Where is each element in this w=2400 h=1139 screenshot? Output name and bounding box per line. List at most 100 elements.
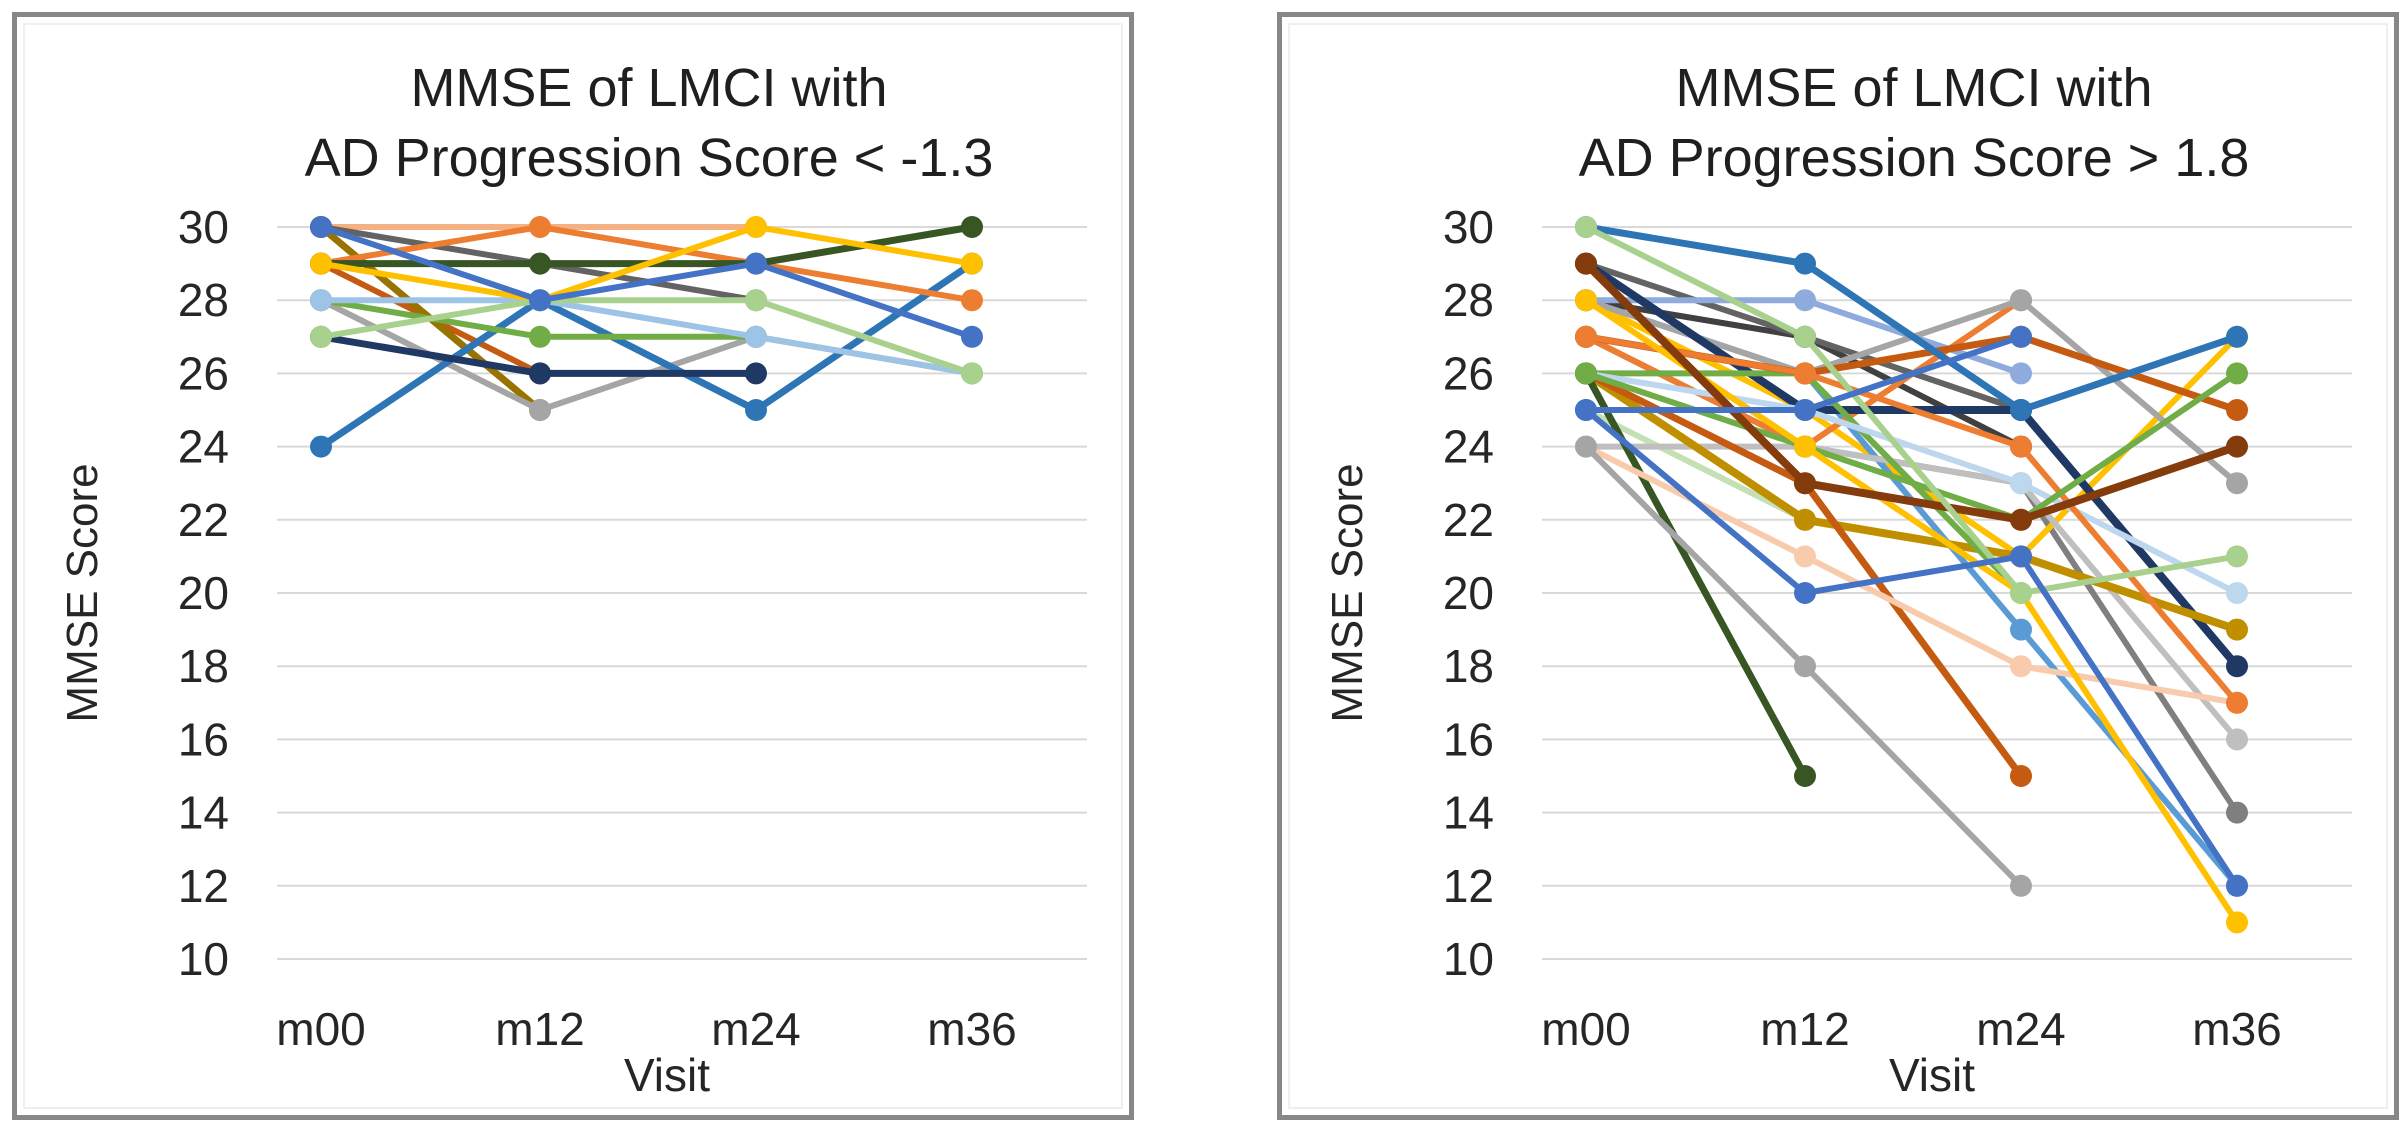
series-line-patient-14 (318, 224, 975, 340)
series-line-patient-41 (1583, 407, 2240, 889)
data-point-patient-35 (2226, 362, 2248, 385)
y-tick-label-12: 12 (178, 860, 229, 912)
y-tick-label-24: 24 (1443, 421, 1494, 473)
y-tick-label-28: 28 (1443, 274, 1494, 326)
data-point-patient-09 (529, 325, 551, 348)
series-line-patient-10 (318, 297, 975, 377)
data-point-patient-14 (529, 289, 551, 312)
chart-title-line1: MMSE of LMCI with (1675, 58, 2153, 118)
y-tick-label-22: 22 (178, 494, 229, 546)
data-point-patient-39 (1794, 325, 1816, 348)
series-line-patient-04 (318, 297, 759, 413)
series-line-patient-28 (1583, 370, 2240, 596)
data-point-patient-14 (745, 252, 767, 275)
data-point-patient-38 (2226, 325, 2248, 348)
y-tick-label-10: 10 (178, 933, 229, 985)
chart-title-line1: MMSE of LMCI with (410, 58, 888, 118)
data-point-patient-04 (529, 399, 551, 421)
data-point-patient-08 (961, 289, 983, 312)
data-point-patient-29 (2226, 399, 2248, 421)
data-point-patient-13 (961, 362, 983, 385)
data-point-patient-37 (1575, 252, 1597, 275)
data-point-patient-37 (2226, 435, 2248, 458)
y-tick-label-22: 22 (1443, 494, 1494, 546)
x-axis-title: Visit (624, 1049, 710, 1101)
data-point-patient-14 (310, 216, 332, 238)
data-point-patient-08 (529, 216, 551, 238)
chart-title-right: MMSE of LMCI with AD Progression Score >… (1452, 53, 2376, 193)
chart-panel-right: MMSE of LMCI with AD Progression Score >… (1277, 12, 2399, 1120)
data-point-patient-07 (529, 362, 551, 385)
data-point-patient-23 (2226, 728, 2248, 751)
y-tick-label-26: 26 (178, 347, 229, 399)
data-point-patient-10 (745, 325, 767, 348)
data-point-patient-28 (2226, 582, 2248, 604)
data-point-patient-40 (2010, 325, 2032, 348)
data-point-patient-06 (310, 435, 332, 458)
data-point-patient-12 (961, 252, 983, 275)
series-line-patient-26 (1582, 369, 2241, 634)
series-line-patient-22 (1583, 407, 1808, 523)
chart-panel-left: MMSE of LMCI with AD Progression Score <… (12, 12, 1134, 1120)
data-point-patient-24 (2010, 289, 2032, 312)
data-point-patient-36 (2226, 911, 2248, 934)
y-tick-label-12: 12 (1443, 860, 1494, 912)
data-point-patient-13 (310, 325, 332, 348)
series-line-patient-39 (1583, 224, 2240, 596)
chart-title-line2: AD Progression Score < -1.3 (304, 128, 994, 188)
y-tick-label-18: 18 (178, 640, 229, 692)
data-point-patient-10 (310, 289, 332, 312)
series-line-patient-37 (1582, 259, 2241, 524)
data-point-patient-34 (1794, 362, 1816, 385)
data-point-patient-36 (1794, 435, 1816, 458)
data-point-patient-34 (2010, 435, 2032, 458)
data-point-patient-11 (961, 216, 983, 238)
data-point-patient-12 (310, 252, 332, 275)
y-tick-label-28: 28 (178, 274, 229, 326)
data-point-patient-34 (2226, 691, 2248, 714)
mmse-line-chart-high-progression: 30 28 26 24 22 20 18 16 14 12 10 MMSE Score m00 m12 m2… (1323, 201, 2352, 1101)
data-point-patient-19 (2010, 618, 2032, 641)
data-point-patient-36 (1575, 289, 1597, 312)
y-axis-title: MMSE Score (58, 463, 107, 722)
data-point-patient-38 (2010, 399, 2032, 421)
y-tick-label-26: 26 (1443, 347, 1494, 399)
data-point-patient-25 (2226, 655, 2248, 678)
x-tick-label-m24: m24 (1976, 1003, 2065, 1055)
data-point-patient-37 (1794, 472, 1816, 495)
y-tick-label-20: 20 (1443, 567, 1494, 619)
y-tick-label-14: 14 (1443, 787, 1494, 839)
data-point-patient-17 (2226, 801, 2248, 824)
series-line-patient-30 (1582, 369, 2025, 780)
data-point-patient-26 (1794, 508, 1816, 531)
data-point-patient-41 (1794, 582, 1816, 604)
data-point-patient-11 (529, 252, 551, 275)
data-point-patient-06 (745, 399, 767, 421)
y-tick-label-30: 30 (1443, 201, 1494, 253)
data-point-patient-38 (1794, 252, 1816, 275)
data-point-patient-14 (961, 325, 983, 348)
y-tick-label-14: 14 (178, 787, 229, 839)
y-tick-label-10: 10 (1443, 933, 1494, 985)
data-point-patient-28 (2010, 472, 2032, 495)
y-tick-label-30: 30 (178, 201, 229, 253)
data-point-patient-32 (1794, 545, 1816, 568)
data-point-patient-21 (2010, 362, 2032, 385)
data-point-patient-39 (2226, 545, 2248, 568)
series-line-patient-13 (318, 297, 975, 377)
data-point-patient-30 (2010, 765, 2032, 787)
series-line-patient-12 (318, 224, 975, 304)
x-tick-label-m00: m00 (276, 1003, 365, 1055)
data-point-patient-33 (1575, 435, 1597, 458)
series-line-patient-38 (1582, 223, 2241, 414)
x-tick-label-m36: m36 (2192, 1003, 2281, 1055)
y-tick-label-24: 24 (178, 421, 229, 473)
y-tick-label-16: 16 (1443, 713, 1494, 765)
data-point-patient-13 (745, 289, 767, 312)
mmse-line-chart-low-progression: 30 28 26 24 22 20 18 16 14 12 10 MMSE Score m00 m12 m2… (58, 201, 1087, 1101)
data-point-patient-39 (1575, 216, 1597, 238)
data-point-patient-33 (2010, 874, 2032, 897)
x-tick-label-m00: m00 (1541, 1003, 1630, 1055)
y-tick-label-16: 16 (178, 713, 229, 765)
